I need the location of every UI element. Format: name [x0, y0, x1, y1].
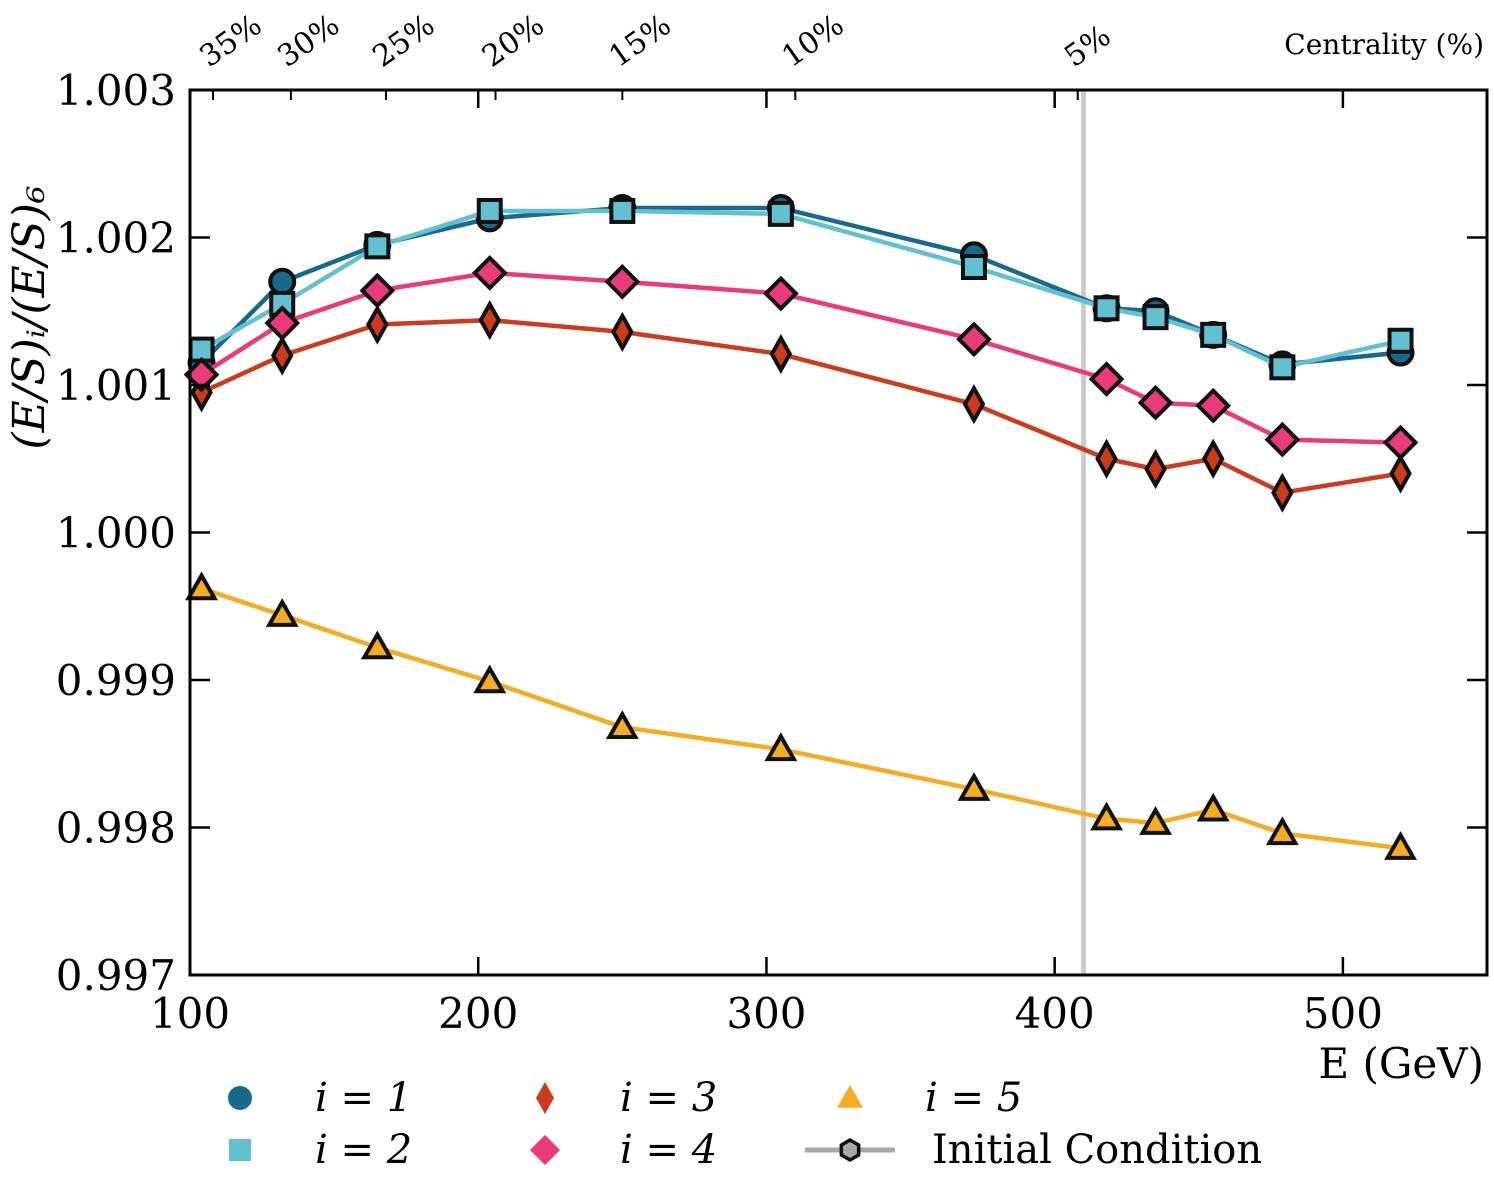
- legend-entry: Initial Condition: [805, 1127, 1262, 1173]
- data-point: [1265, 816, 1299, 846]
- data-point: [962, 384, 986, 425]
- x-tick-label: 500: [1303, 989, 1383, 1038]
- legend-entry: i = 1: [228, 1075, 412, 1121]
- top-tick-label: 30%: [271, 8, 346, 75]
- x-tick-label: 100: [150, 989, 230, 1038]
- data-point: [473, 664, 507, 694]
- data-point: [1264, 421, 1301, 458]
- legend-label: i = 3: [620, 1075, 717, 1121]
- top-tick-label: 20%: [476, 8, 551, 75]
- data-point: [1142, 304, 1169, 331]
- legend-entry: i = 4: [530, 1127, 717, 1173]
- data-point: [1090, 801, 1123, 831]
- y-tick-label: 0.999: [56, 656, 176, 705]
- data-point: [604, 263, 641, 300]
- legend-label: i = 4: [620, 1127, 717, 1173]
- top-tick-label: 35%: [194, 8, 269, 75]
- series-line: [200, 317, 1401, 495]
- data-point: [1144, 448, 1167, 490]
- legend-entry: i = 5: [837, 1075, 1022, 1121]
- top-axis-label: Centrality (%): [1284, 28, 1484, 61]
- data-point: [1139, 806, 1172, 835]
- y-tick-label: 0.997: [56, 951, 176, 1000]
- y-tick-label: 1.003: [56, 66, 176, 115]
- data-point: [769, 333, 793, 375]
- data-point: [1200, 321, 1227, 348]
- plot-area: 100 200 300 400 500 0.997 0.998 0.999 1.000 1.001…: [4, 66, 1489, 1088]
- data-point: [366, 304, 389, 345]
- data-point: [1384, 831, 1417, 860]
- data-point: [957, 772, 991, 801]
- data-point: [1137, 384, 1174, 421]
- data-point: [1095, 438, 1118, 479]
- data-point: [1088, 361, 1125, 397]
- legend-label: i = 5: [925, 1075, 1022, 1121]
- legend-label: i = 2: [315, 1127, 412, 1173]
- legend-label: Initial Condition: [932, 1127, 1262, 1173]
- top-axis: 35% 30% 25% 20% 15% 10% 5% Centrality (%): [194, 8, 1484, 100]
- data-point: [476, 197, 503, 224]
- data-point: [183, 356, 220, 393]
- data-point: [1387, 327, 1414, 354]
- data-point: [359, 272, 396, 309]
- data-point: [960, 254, 987, 280]
- legend: i = 1 i = 3 i = 5 i = 2 i = 4 Initial Conditi…: [228, 1075, 1262, 1173]
- data-point: [1201, 438, 1225, 479]
- data-point: [611, 311, 634, 352]
- data-point: [264, 305, 301, 341]
- data-point: [270, 335, 294, 376]
- x-axis-label: E (GeV): [1318, 1039, 1484, 1088]
- data-point: [1389, 453, 1412, 494]
- data-point: [1271, 472, 1294, 513]
- data-point: [1195, 387, 1232, 424]
- y-tick-label: 1.001: [56, 361, 176, 410]
- data-point: [265, 598, 299, 627]
- data-point: [478, 300, 502, 341]
- data-point: [1093, 295, 1120, 322]
- legend-label: i = 1: [315, 1075, 412, 1121]
- data-point: [956, 321, 992, 358]
- data-point: [763, 275, 799, 312]
- legend-marker-hexagon: [839, 1137, 861, 1163]
- legend-marker: [229, 1139, 251, 1161]
- data-point: [1382, 424, 1419, 461]
- top-tick-label: 25%: [367, 8, 442, 75]
- data-point: [268, 267, 297, 296]
- series-5: [185, 571, 1417, 860]
- data-point: [471, 255, 508, 291]
- y-tick-label: 1.000: [56, 509, 176, 558]
- series-4: [183, 255, 1419, 461]
- top-tick-label: 5%: [1058, 19, 1117, 75]
- legend-marker: [837, 1085, 863, 1108]
- x-tick-label: 400: [1015, 989, 1095, 1038]
- legend-entry: i = 2: [229, 1127, 412, 1173]
- data-point: [767, 200, 794, 227]
- y-tick-label: 0.998: [56, 804, 176, 853]
- legend-marker: [228, 1086, 252, 1110]
- legend-marker: [530, 1135, 560, 1165]
- data-point: [1269, 354, 1296, 381]
- legend-marker: [536, 1082, 554, 1114]
- data-point: [364, 233, 391, 260]
- data-point: [605, 710, 639, 739]
- data-point: [185, 571, 218, 601]
- y-tick-label: 1.002: [56, 214, 176, 263]
- top-tick-label: 10%: [776, 8, 851, 75]
- x-tick-label: 300: [726, 989, 806, 1038]
- legend-entry: i = 3: [536, 1075, 717, 1121]
- data-point: [609, 197, 636, 224]
- top-tick-label: 15%: [603, 8, 678, 75]
- x-tick-label: 200: [438, 989, 518, 1038]
- data-point: [764, 732, 798, 762]
- data-point: [1196, 792, 1230, 822]
- y-axis-label: (E/S)ᵢ/(E/S)₆: [4, 185, 55, 449]
- data-point: [360, 630, 394, 660]
